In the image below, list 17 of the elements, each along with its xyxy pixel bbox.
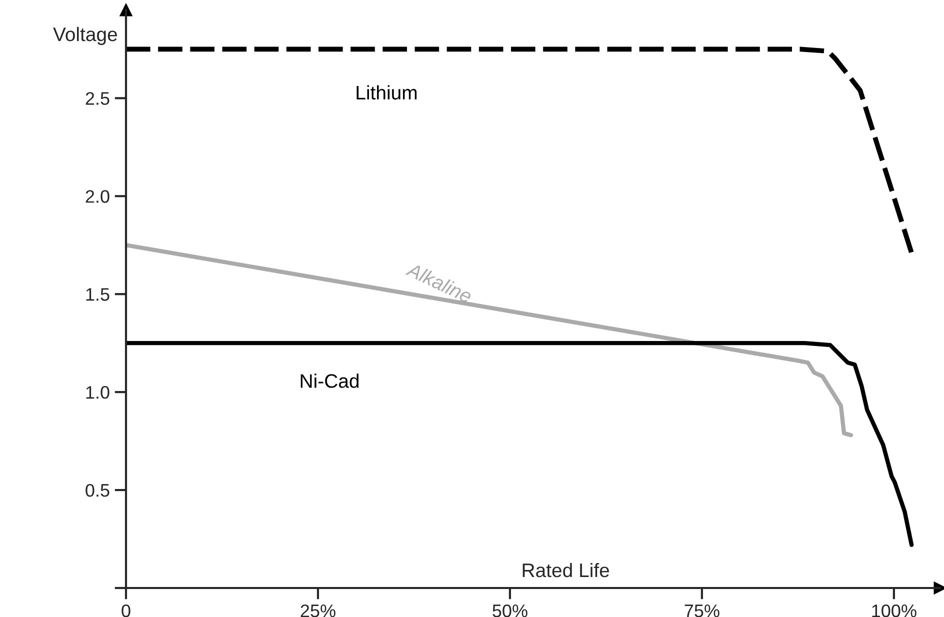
y-tick-label: 1.5 xyxy=(86,288,110,301)
x-tick-label: 25% xyxy=(300,604,336,617)
y-tick-label: 2.5 xyxy=(86,92,110,105)
y-axis-title: Voltage xyxy=(53,26,117,46)
x-axis-title: Rated Life xyxy=(522,562,610,578)
line-series xyxy=(126,243,854,438)
y-tick-label: 1.0 xyxy=(86,386,110,399)
y-tick-label: 2.0 xyxy=(86,190,110,203)
line-series xyxy=(126,46,914,256)
series-label: Ni-Cad xyxy=(300,374,358,388)
y-tick-label: 0.5 xyxy=(86,484,110,497)
line-series xyxy=(126,341,914,547)
x-tick-label: 0 xyxy=(122,604,130,617)
series-label: Lithium xyxy=(356,85,417,100)
x-tick-label: 100% xyxy=(872,604,916,617)
x-tick-label: 50% xyxy=(492,604,528,617)
x-tick-label: 75% xyxy=(684,604,720,617)
